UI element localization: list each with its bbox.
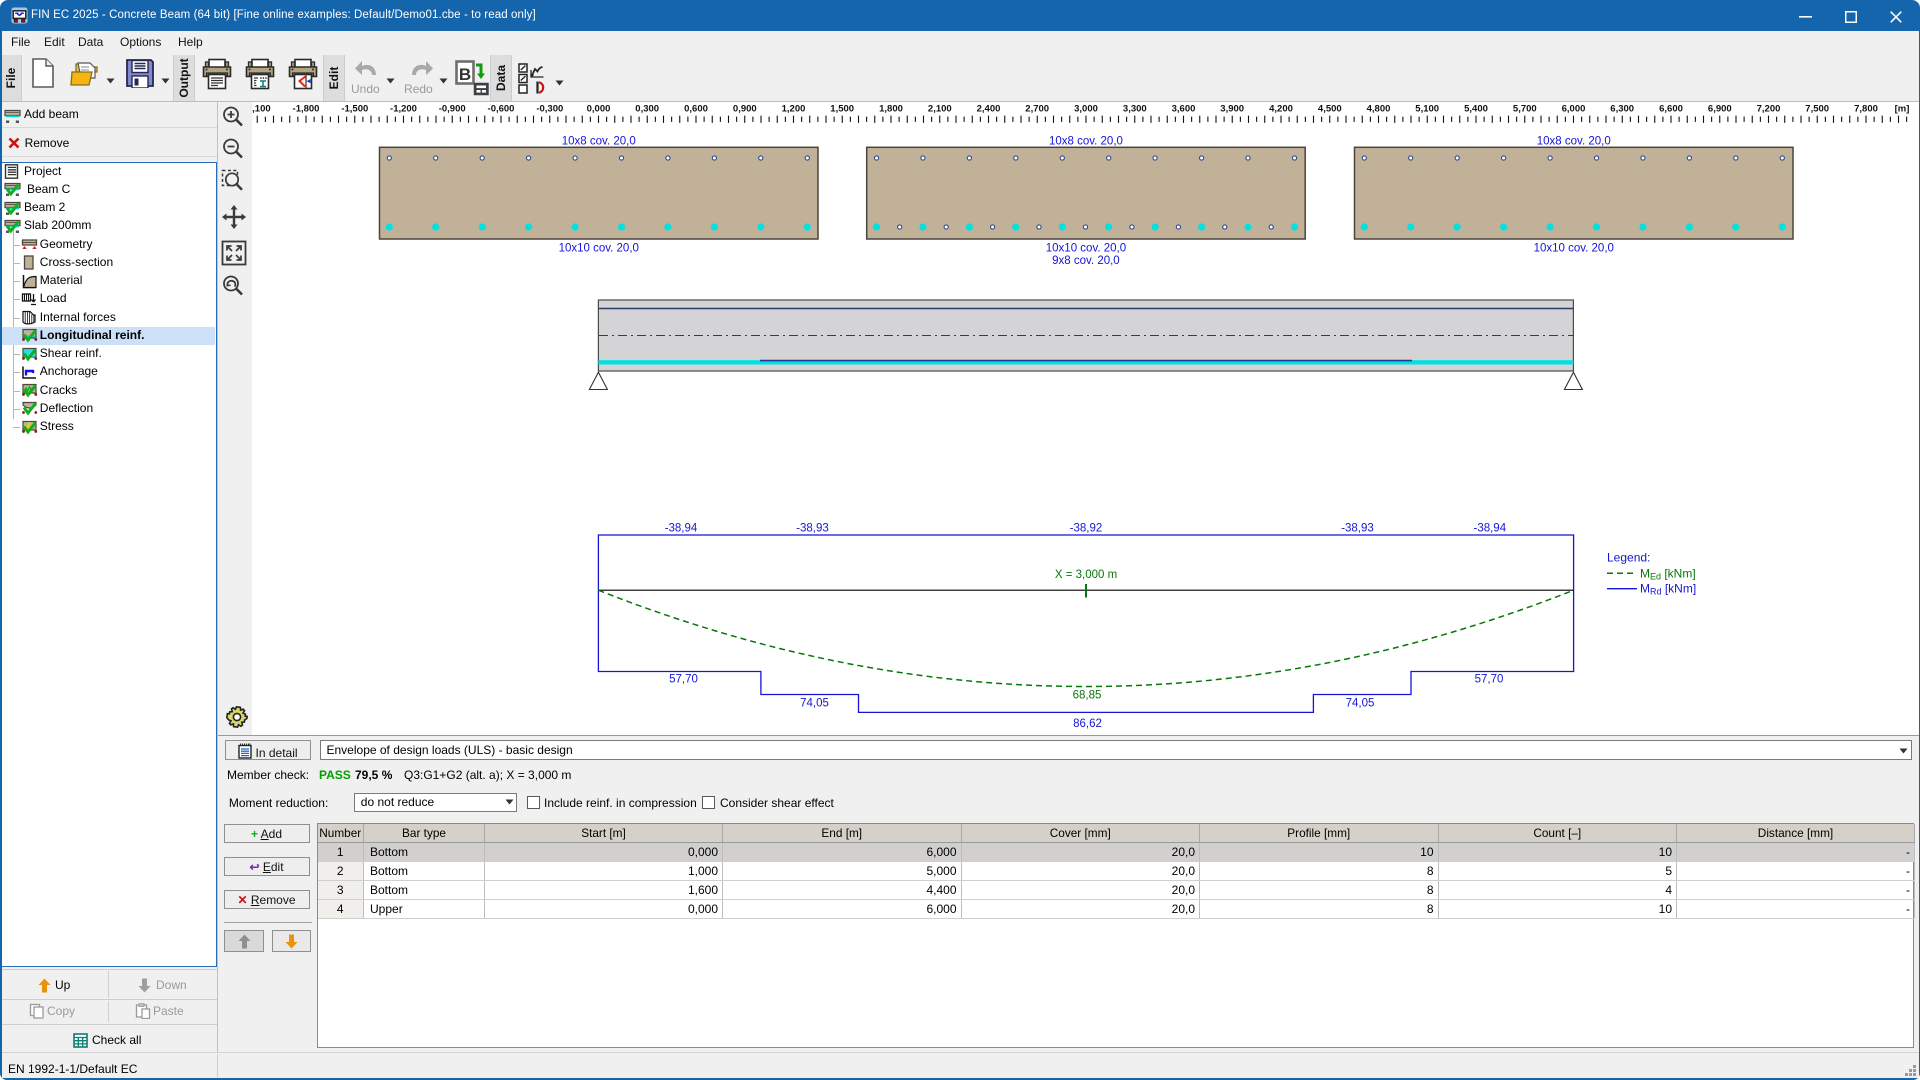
svg-text:0,000: 0,000 (587, 104, 611, 115)
svg-text:B: B (459, 65, 471, 84)
svg-text:10x8 cov. 20,0: 10x8 cov. 20,0 (1049, 135, 1123, 147)
svg-text:-38,92: -38,92 (1070, 523, 1103, 535)
svg-text:5,700: 5,700 (1513, 104, 1537, 115)
svg-text:7,200: 7,200 (1757, 104, 1781, 115)
svg-text:10x8 cov. 20,0: 10x8 cov. 20,0 (1537, 135, 1611, 147)
svg-text:6,000: 6,000 (1562, 104, 1586, 115)
svg-text:68,85: 68,85 (1073, 690, 1102, 702)
svg-text:1,500: 1,500 (830, 104, 854, 115)
svg-text:10x10 cov. 20,0: 10x10 cov. 20,0 (1046, 243, 1126, 255)
svg-text:2,400: 2,400 (977, 104, 1001, 115)
svg-text:3,900: 3,900 (1220, 104, 1244, 115)
svg-text:10x10 cov. 20,0: 10x10 cov. 20,0 (1534, 243, 1614, 255)
svg-text:74,05: 74,05 (1346, 698, 1375, 710)
svg-text:-38,94: -38,94 (1473, 523, 1506, 535)
svg-text:7,800: 7,800 (1854, 104, 1878, 115)
svg-text:-1,500: -1,500 (341, 104, 368, 115)
svg-text:1,200: 1,200 (782, 104, 806, 115)
svg-text:10x8 cov. 20,0: 10x8 cov. 20,0 (562, 135, 636, 147)
svg-text:2,700: 2,700 (1025, 104, 1049, 115)
svg-text:6,600: 6,600 (1659, 104, 1683, 115)
svg-text:[m]: [m] (1895, 104, 1910, 115)
svg-text:-38,94: -38,94 (665, 523, 698, 535)
svg-text:Legend:: Legend: (1607, 551, 1650, 565)
svg-text:4,200: 4,200 (1269, 104, 1293, 115)
svg-text:57,70: 57,70 (669, 674, 698, 686)
svg-text:9x8 cov. 20,0: 9x8 cov. 20,0 (1052, 255, 1120, 267)
svg-text:4,500: 4,500 (1318, 104, 1342, 115)
svg-text:2,100: 2,100 (928, 104, 952, 115)
svg-text:6,900: 6,900 (1708, 104, 1732, 115)
svg-text:7,500: 7,500 (1805, 104, 1829, 115)
svg-text:-0,300: -0,300 (536, 104, 563, 115)
svg-text:X = 3,000 m: X = 3,000 m (1055, 569, 1117, 581)
svg-text:-1,800: -1,800 (293, 104, 320, 115)
svg-text:1,800: 1,800 (879, 104, 903, 115)
svg-text:74,05: 74,05 (800, 698, 829, 710)
svg-text:86,62: 86,62 (1073, 718, 1102, 730)
svg-text:-0,600: -0,600 (488, 104, 515, 115)
svg-text:0,300: 0,300 (635, 104, 659, 115)
svg-text:-38,93: -38,93 (1341, 523, 1374, 535)
svg-text:3,300: 3,300 (1123, 104, 1147, 115)
svg-text:5,400: 5,400 (1464, 104, 1488, 115)
svg-text:MRd [kNm]: MRd [kNm] (1640, 582, 1696, 597)
svg-text:3,600: 3,600 (1172, 104, 1196, 115)
svg-text:-38,93: -38,93 (796, 523, 829, 535)
svg-text:57,70: 57,70 (1475, 674, 1504, 686)
svg-text:-2,100: -2,100 (252, 104, 271, 115)
svg-text:-1,200: -1,200 (390, 104, 417, 115)
svg-text:4,800: 4,800 (1367, 104, 1391, 115)
svg-text:-0,900: -0,900 (439, 104, 466, 115)
svg-text:0,900: 0,900 (733, 104, 757, 115)
svg-text:3,000: 3,000 (1074, 104, 1098, 115)
svg-text:5,100: 5,100 (1415, 104, 1439, 115)
svg-text:0,600: 0,600 (684, 104, 708, 115)
svg-text:MEd [kNm]: MEd [kNm] (1640, 567, 1696, 582)
svg-text:6,300: 6,300 (1610, 104, 1634, 115)
svg-text:10x10 cov. 20,0: 10x10 cov. 20,0 (559, 243, 639, 255)
